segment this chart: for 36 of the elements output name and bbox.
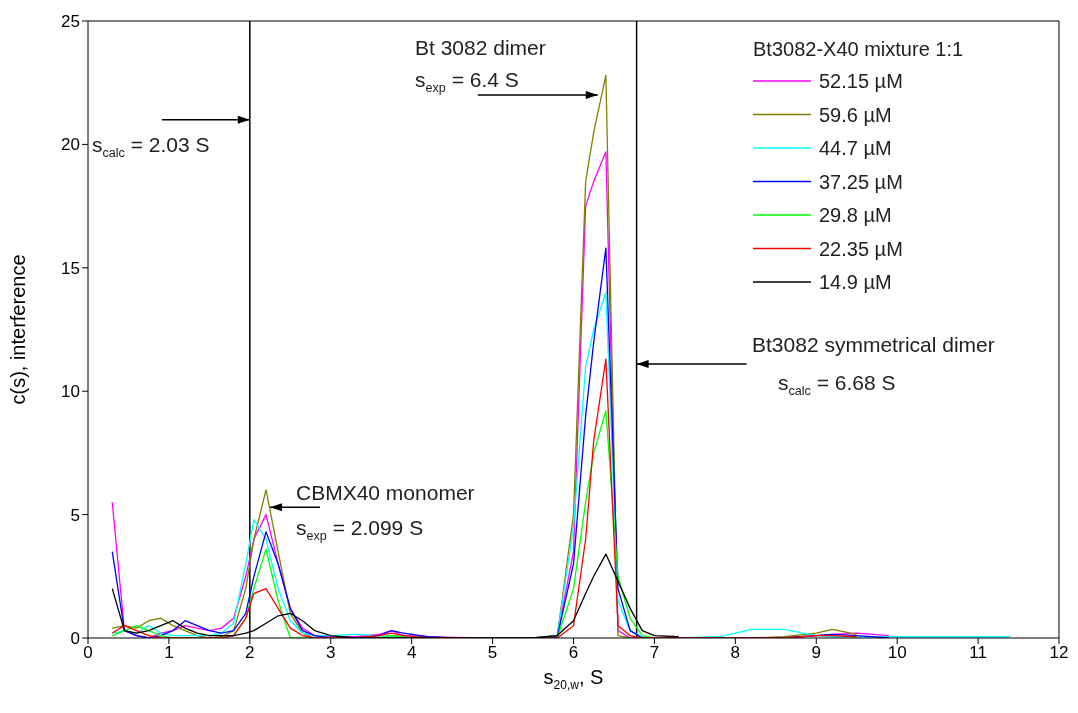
legend-label: 37.25 µM: [819, 170, 903, 193]
x-tick-label: 10: [887, 643, 907, 663]
y-tick-label: 20: [61, 135, 80, 155]
legend-label: 29.8 µM: [819, 204, 892, 226]
legend-label: 44.7 µM: [819, 137, 892, 159]
x-tick-label: 2: [245, 643, 255, 663]
y-tick-label: 0: [70, 629, 80, 649]
x-tick-label: 0: [83, 643, 93, 663]
x-tick-label: 8: [730, 643, 741, 663]
x-tick-label: 5: [487, 643, 498, 663]
annotation: s$_{calc}$ = 2.03 S: [92, 133, 210, 161]
y-axis-title: c(s), interference: [7, 254, 30, 405]
annotation: s$_{exp}$ = 2.099 S: [296, 516, 424, 544]
legend-label: 52.15 µM: [819, 70, 903, 92]
x-tick-label: 12: [1049, 643, 1069, 663]
x-tick-label: 4: [406, 643, 417, 663]
x-tick-label: 9: [811, 643, 821, 663]
legend-label: 59.6 µM: [819, 103, 892, 126]
x-axis-title: s$_{20,w}$, S: [543, 666, 604, 692]
legend-title: Bt3082-X40 mixture 1:1: [753, 38, 964, 60]
annotation: Bt3082 symmetrical dimer: [752, 333, 995, 356]
y-tick-label: 25: [61, 12, 80, 32]
annotation: CBMX40 monomer: [296, 481, 475, 504]
x-tick-label: 6: [568, 643, 579, 663]
x-tick-label: 1: [164, 643, 174, 663]
annotation: s$_{exp}$ = 6.4 S: [415, 68, 519, 96]
y-tick-label: 15: [61, 258, 80, 278]
y-tick-label: 5: [70, 505, 80, 525]
x-tick-label: 11: [969, 643, 987, 663]
legend-label: 14.9 µM: [819, 271, 892, 293]
x-tick-label: 3: [326, 643, 336, 663]
annotation: Bt 3082 dimer: [415, 36, 546, 59]
y-tick-label: 10: [61, 382, 80, 402]
annotation: s$_{calc}$ = 6.68 S: [778, 371, 896, 399]
x-tick-label: 7: [649, 643, 660, 663]
legend-label: 22.35 µM: [819, 237, 903, 260]
